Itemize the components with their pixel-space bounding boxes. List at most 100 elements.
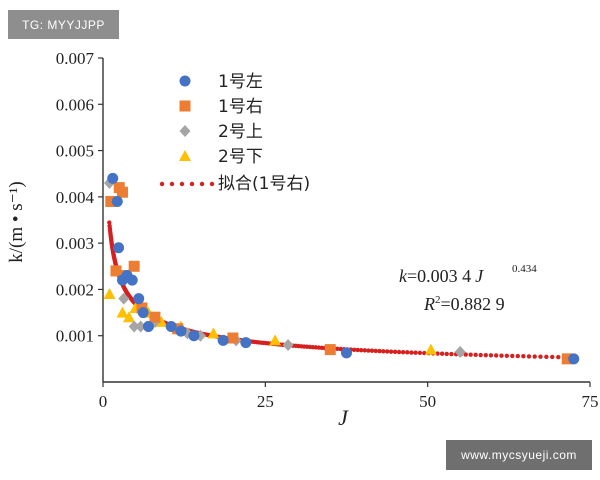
- point-1hao-zuo: [133, 293, 145, 305]
- fit-dot: [468, 352, 473, 357]
- fit-dot: [417, 350, 423, 356]
- y-axis-label: k/(m • s⁻¹): [6, 181, 27, 262]
- fit-dot: [493, 353, 499, 358]
- point-2hao-xia: [207, 327, 220, 339]
- y-tick-label: 0.007: [56, 49, 95, 68]
- point-1hao-you: [128, 260, 140, 272]
- fit-dot: [377, 348, 382, 354]
- data-points: [103, 172, 580, 365]
- fit-dot: [538, 354, 543, 359]
- fit-dot: [435, 351, 440, 356]
- point-1hao-zuo: [113, 242, 125, 254]
- point-2hao-xia: [103, 288, 116, 300]
- x-tick-label: 75: [582, 392, 599, 411]
- fit-dot: [400, 349, 406, 355]
- legend-fit-dot: [189, 181, 195, 187]
- fit-dot: [396, 349, 402, 355]
- svg-text:k=0.003 4J: k=0.003 4J: [399, 266, 484, 286]
- x-tick-label: 50: [419, 392, 436, 411]
- legend-fit-dot: [159, 181, 165, 187]
- legend-label-fit: 拟合(1号右): [218, 174, 310, 194]
- fit-dot: [515, 353, 520, 359]
- fit-dot: [532, 354, 537, 359]
- point-1hao-you: [105, 195, 117, 207]
- point-2hao-shang: [128, 320, 140, 333]
- equation-k: k: [399, 266, 408, 286]
- legend-fit-dot: [209, 181, 215, 187]
- legend-marker-circle: [179, 75, 191, 87]
- svg-text:R2=0.882 9: R2=0.882 9: [423, 294, 505, 314]
- point-1hao-you: [110, 265, 122, 277]
- point-1hao-you: [116, 186, 128, 198]
- fit-dot: [369, 348, 375, 353]
- point-2hao-shang: [282, 338, 294, 351]
- fit-dot: [478, 352, 483, 358]
- legend-label-1hao-zuo: 1号左: [218, 72, 263, 92]
- watermark-top-left: TG: MYYJJPP: [8, 10, 119, 39]
- fit-dot: [373, 348, 378, 354]
- point-1hao-zuo: [111, 195, 123, 207]
- fit-dot: [405, 350, 410, 355]
- r2-value: =0.882 9: [441, 294, 505, 314]
- fit-dot: [473, 352, 478, 358]
- fit-dot: [388, 349, 394, 354]
- point-2hao-xia: [155, 315, 168, 327]
- point-2hao-shang: [135, 320, 147, 333]
- point-2hao-shang: [118, 292, 130, 305]
- legend-markers: [159, 75, 215, 187]
- point-2hao-xia: [424, 343, 437, 355]
- point-2hao-shang: [454, 345, 466, 358]
- fit-dot: [449, 351, 454, 357]
- fit-dot: [488, 353, 494, 358]
- equation-J: J: [475, 266, 484, 286]
- watermark-bottom-right: www.mycsyueji.com: [446, 440, 592, 470]
- legend-label-2hao-xia: 2号下: [218, 147, 263, 167]
- x-tick-label: 25: [257, 392, 274, 411]
- point-1hao-zuo: [341, 347, 352, 359]
- fit-dot: [366, 348, 371, 353]
- legend-fit-dot: [199, 181, 205, 187]
- equation-exponent: 0.434: [512, 263, 537, 275]
- point-1hao-you: [561, 353, 573, 365]
- point-2hao-xia: [269, 334, 282, 346]
- fit-dot: [409, 350, 414, 355]
- y-tick-label: 0.006: [56, 95, 94, 114]
- axes: 0.001 0.002 0.003 0.004 0.005 0.006 0.007 0 25 50…: [56, 49, 599, 411]
- point-1hao-zuo: [188, 330, 200, 342]
- fit-dot: [413, 350, 418, 355]
- point-1hao-zuo: [165, 320, 177, 332]
- point-2hao-xia: [116, 306, 129, 318]
- point-1hao-you: [324, 344, 336, 356]
- fit-dot: [107, 220, 112, 225]
- legend-fit-dot: [179, 181, 185, 187]
- fit-dot: [544, 354, 549, 360]
- fit-dot: [385, 349, 390, 354]
- fit-dot: [359, 347, 364, 353]
- legend-marker-square: [179, 100, 191, 112]
- fit-curve: [107, 220, 573, 360]
- fit-dot: [483, 352, 488, 358]
- fit-dot: [526, 354, 532, 359]
- legend-marker-diamond: [179, 125, 191, 137]
- legend-fit-dot: [169, 181, 175, 187]
- fit-dot: [381, 349, 386, 354]
- point-1hao-zuo: [107, 172, 119, 184]
- y-tick-label: 0.003: [56, 234, 94, 253]
- legend-label-1hao-you: 1号右: [218, 97, 263, 117]
- point-1hao-zuo: [175, 325, 187, 337]
- point-1hao-you: [227, 332, 239, 344]
- fit-dot: [510, 353, 515, 359]
- fit-dot: [463, 352, 468, 357]
- point-1hao-zuo: [568, 353, 580, 365]
- r2-R: R: [423, 294, 435, 314]
- point-1hao-zuo: [137, 307, 149, 319]
- fit-dot: [499, 353, 504, 358]
- x-axis-label: J: [338, 405, 349, 430]
- fit-dot: [355, 347, 360, 353]
- legend-label-2hao-shang: 2号上: [218, 122, 263, 142]
- fit-dot: [504, 353, 510, 358]
- y-tick-label: 0.004: [56, 188, 95, 207]
- fit-dot: [550, 354, 555, 360]
